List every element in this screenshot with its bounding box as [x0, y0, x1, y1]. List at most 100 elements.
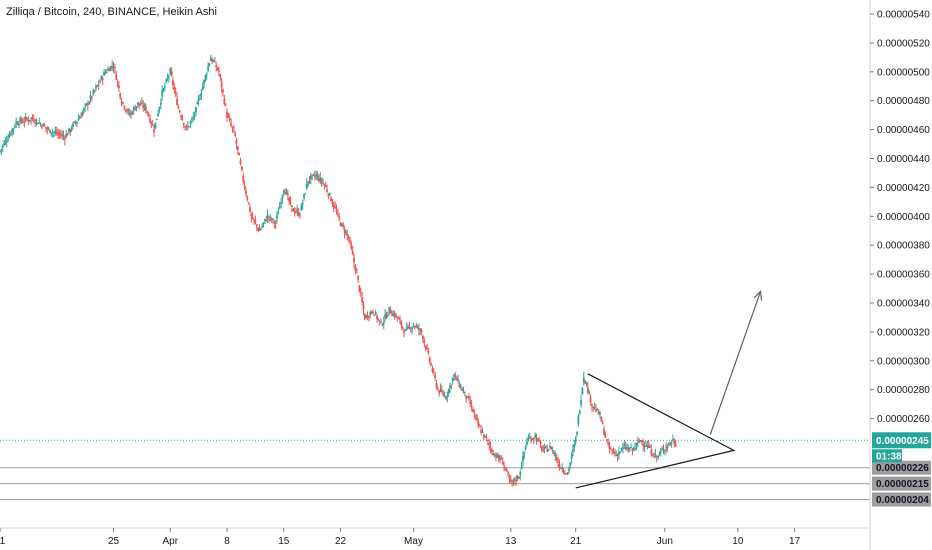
trend-arrow-head — [753, 290, 763, 301]
candle — [468, 392, 470, 401]
price-tick-label: 0.00000540 — [877, 10, 930, 21]
candle — [74, 120, 77, 126]
candle — [395, 312, 397, 318]
time-tick-label: 10 — [732, 536, 744, 547]
candle — [295, 207, 297, 214]
level-tag-label: 0.00000226 — [876, 463, 929, 474]
price-tick-label: 0.00000520 — [877, 38, 930, 49]
candle — [592, 406, 595, 413]
candle — [147, 111, 150, 118]
candle — [62, 130, 65, 141]
candle — [376, 313, 378, 323]
candle — [613, 448, 616, 457]
candle — [273, 220, 276, 229]
candle — [50, 132, 53, 137]
candle — [470, 399, 473, 412]
candle — [457, 374, 460, 384]
candle — [499, 454, 501, 464]
candle — [585, 381, 588, 388]
candle — [595, 403, 597, 413]
price-tick-label: 0.00000320 — [877, 327, 930, 338]
candle — [511, 480, 514, 487]
candle — [112, 61, 115, 73]
candle — [269, 214, 272, 222]
candle — [188, 126, 191, 128]
candle — [343, 225, 346, 239]
price-tick-label: 0.00000260 — [877, 414, 930, 425]
candle — [393, 310, 396, 320]
candle — [236, 146, 239, 155]
candle — [119, 92, 122, 100]
candle — [443, 391, 446, 398]
candle — [496, 452, 499, 458]
candle — [492, 449, 495, 456]
candle — [153, 124, 155, 138]
candle — [373, 314, 376, 317]
candle — [536, 437, 539, 442]
trend-arrow[interactable] — [709, 291, 762, 435]
candle — [447, 388, 450, 397]
candle — [278, 201, 281, 210]
candle — [436, 385, 439, 392]
candle — [581, 387, 584, 395]
price-tick-label: 0.00000480 — [877, 96, 930, 107]
candle — [628, 446, 631, 453]
candle — [95, 83, 97, 92]
candle — [182, 122, 185, 129]
candle — [243, 180, 246, 191]
candle — [143, 102, 146, 111]
candle — [305, 178, 308, 190]
candle — [101, 76, 104, 86]
candle — [57, 128, 60, 140]
candle — [555, 453, 558, 463]
candle — [213, 56, 216, 63]
candle — [38, 117, 41, 124]
candle — [366, 311, 369, 321]
candle — [426, 343, 428, 350]
candle — [207, 62, 210, 73]
candle — [165, 78, 168, 84]
candle — [435, 379, 438, 390]
candle — [293, 207, 296, 217]
candle — [340, 222, 343, 227]
candle — [40, 124, 43, 130]
candle — [362, 301, 365, 316]
candle — [668, 441, 670, 447]
candle — [262, 222, 265, 228]
candle — [136, 101, 139, 108]
candle — [399, 315, 401, 324]
candle — [374, 309, 377, 316]
candle — [663, 449, 666, 456]
candle — [612, 447, 615, 454]
triangle-pattern[interactable] — [575, 373, 736, 489]
candle — [649, 444, 651, 449]
candle — [63, 135, 66, 146]
candle — [646, 440, 649, 450]
candle — [203, 79, 205, 89]
candle — [389, 306, 392, 314]
candle — [80, 112, 82, 119]
candle — [140, 97, 143, 106]
candle — [220, 78, 223, 94]
candle — [51, 128, 54, 138]
candle — [5, 135, 8, 148]
candle — [242, 172, 245, 185]
candle — [86, 100, 89, 112]
candle — [146, 110, 149, 116]
price-tick-label: 0.00000500 — [877, 67, 930, 78]
candle — [513, 477, 516, 486]
candle — [178, 109, 181, 114]
candle — [300, 203, 303, 212]
level-tag-label: 0.00000215 — [876, 479, 929, 490]
candle — [258, 224, 261, 231]
candle — [280, 198, 282, 208]
candle — [627, 444, 630, 453]
candle — [58, 129, 61, 139]
candle — [480, 425, 482, 435]
candle — [309, 172, 312, 185]
candle — [482, 434, 485, 441]
candle — [230, 118, 232, 128]
candle — [177, 104, 180, 109]
candle — [281, 194, 284, 204]
